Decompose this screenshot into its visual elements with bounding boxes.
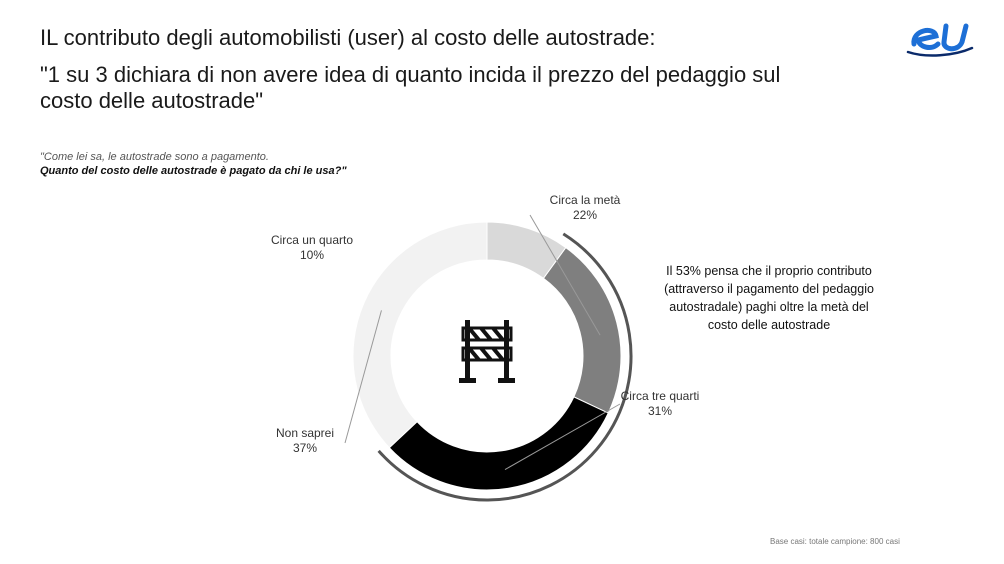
slice-value-label: 37% (293, 441, 317, 455)
slice-circa-un-quarto (486, 221, 567, 280)
annotation-text: Il 53% pensa che il proprio contributo (… (664, 264, 874, 332)
leader-line (504, 403, 621, 471)
leader-line (529, 214, 601, 336)
footnote: Base casi: totale campione: 800 casi (770, 537, 900, 546)
leader-lines (344, 214, 621, 471)
slice-label: Circa la metà (550, 193, 621, 207)
slice-label: Non saprei (276, 426, 334, 440)
donut-slices (352, 221, 622, 491)
slice-value-label: 31% (648, 404, 672, 418)
slice-circa-la-met- (542, 246, 622, 414)
road-barrier-icon (459, 320, 515, 383)
slice-circa-tre-quarti (388, 396, 609, 491)
page-title: IL contributo degli automobilisti (user)… (40, 25, 656, 50)
leader-line (344, 310, 382, 444)
slice-value-label: 22% (573, 208, 597, 222)
slice-label: Circa un quarto (271, 233, 353, 247)
page-subtitle: "1 su 3 dichiara di non avere idea di qu… (40, 62, 781, 113)
survey-question-line1: "Come lei sa, le autostrade sono a pagam… (40, 151, 269, 163)
slice-label: Circa tre quarti (621, 389, 700, 403)
slice-non-saprei (352, 221, 488, 449)
eu-logo (906, 23, 974, 57)
survey-question-line2: Quanto del costo delle autostrade è paga… (40, 165, 347, 177)
survey-question: "Come lei sa, le autostrade sono a pagam… (40, 150, 460, 178)
highlight-arc (377, 232, 633, 502)
slice-value-label: 10% (300, 248, 324, 262)
